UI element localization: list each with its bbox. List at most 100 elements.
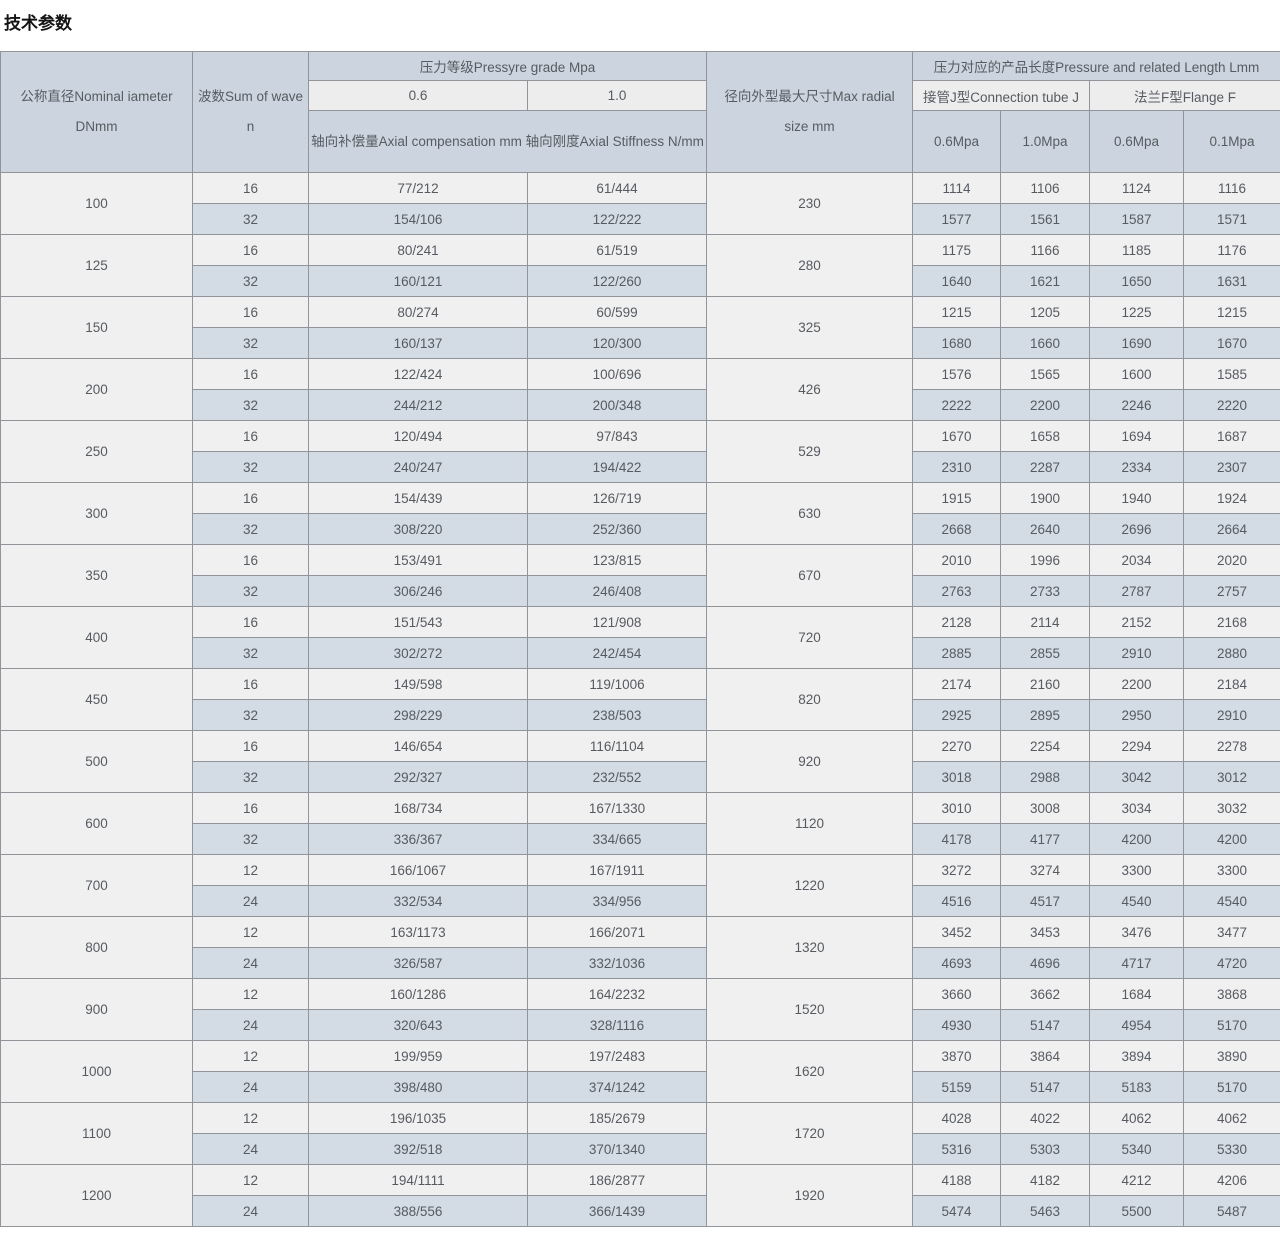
- value-cell: 160/1286: [308, 978, 528, 1010]
- value-cell: 302/272: [308, 637, 528, 669]
- value-cell: 3453: [1000, 916, 1090, 948]
- value-cell: 366/1439: [527, 1195, 707, 1227]
- value-cell: 1600: [1089, 358, 1184, 390]
- value-cell: 2034: [1089, 544, 1184, 576]
- value-cell: 146/654: [308, 730, 528, 762]
- value-cell: 2168: [1183, 606, 1280, 638]
- table-row: 24 388/556 366/1439 5474 5463 5500 5487: [1, 1195, 1280, 1227]
- wave-cell: 16: [192, 544, 309, 576]
- value-cell: 186/2877: [527, 1164, 707, 1196]
- table-row: 900 12 160/1286 164/2232 1520 3660 3662 1684 386…: [0, 978, 1280, 1041]
- value-cell: 374/1242: [527, 1071, 707, 1103]
- wave-cell: 16: [192, 606, 309, 638]
- wave-cell: 32: [192, 451, 309, 483]
- dn-cell: 250: [0, 420, 193, 483]
- value-cell: 4200: [1089, 823, 1184, 855]
- value-cell: 3008: [1000, 792, 1090, 824]
- table-row: 250 16 120/494 97/843 529 1670 1658 1694 1687: [0, 420, 1280, 483]
- value-cell: 200/348: [527, 389, 707, 421]
- radial-cell: 920: [706, 730, 913, 793]
- value-cell: 1650: [1089, 265, 1184, 297]
- wave-cell: 32: [192, 575, 309, 607]
- wave-cell: 16: [192, 482, 309, 514]
- dn-cell: 1000: [0, 1040, 193, 1103]
- value-cell: 100/696: [527, 358, 707, 390]
- value-cell: 1124: [1089, 172, 1184, 204]
- table-row: 24 332/534 334/956 4516 4517 4540 4540: [1, 885, 1280, 917]
- wave-cell: 24: [192, 1071, 309, 1103]
- value-cell: 2988: [1000, 761, 1090, 793]
- dn-cell: 700: [0, 854, 193, 917]
- table-row: 100 16 77/212 61/444 230 1114 1106 1124 1116: [0, 172, 1280, 235]
- value-cell: 332/534: [308, 885, 528, 917]
- value-cell: 1687: [1183, 420, 1280, 452]
- value-cell: 1900: [1000, 482, 1090, 514]
- dn-cell: 450: [0, 668, 193, 731]
- value-cell: 5316: [912, 1133, 1001, 1165]
- value-cell: 3868: [1183, 978, 1280, 1010]
- dn-cell: 150: [0, 296, 193, 359]
- radial-cell: 325: [706, 296, 913, 359]
- value-cell: 320/643: [308, 1009, 528, 1041]
- value-cell: 3452: [912, 916, 1001, 948]
- value-cell: 122/424: [308, 358, 528, 390]
- value-cell: 167/1911: [527, 854, 707, 886]
- table-row: 24 326/587 332/1036 4693 4696 4717 4720: [1, 947, 1280, 979]
- value-cell: 80/274: [308, 296, 528, 328]
- value-cell: 4954: [1089, 1009, 1184, 1041]
- header-pressure-1-0: 1.0: [527, 80, 707, 111]
- value-cell: 166/2071: [527, 916, 707, 948]
- value-cell: 61/444: [527, 172, 707, 204]
- value-cell: 149/598: [308, 668, 528, 700]
- value-cell: 4177: [1000, 823, 1090, 855]
- value-cell: 244/212: [308, 389, 528, 421]
- value-cell: 5487: [1183, 1195, 1280, 1227]
- value-cell: 4022: [1000, 1102, 1090, 1134]
- value-cell: 154/439: [308, 482, 528, 514]
- wave-cell: 32: [192, 513, 309, 545]
- value-cell: 164/2232: [527, 978, 707, 1010]
- value-cell: 2733: [1000, 575, 1090, 607]
- value-cell: 2307: [1183, 451, 1280, 483]
- value-cell: 2220: [1183, 389, 1280, 421]
- table-row: 24 398/480 374/1242 5159 5147 5183 5170: [1, 1071, 1280, 1103]
- value-cell: 370/1340: [527, 1133, 707, 1165]
- value-cell: 4540: [1089, 885, 1184, 917]
- wave-cell: 12: [192, 916, 309, 948]
- value-cell: 1565: [1000, 358, 1090, 390]
- value-cell: 151/543: [308, 606, 528, 638]
- radial-cell: 630: [706, 482, 913, 545]
- value-cell: 3012: [1183, 761, 1280, 793]
- value-cell: 122/222: [527, 203, 707, 235]
- value-cell: 3660: [912, 978, 1001, 1010]
- wave-cell: 12: [192, 854, 309, 886]
- table-row: 200 16 122/424 100/696 426 1576 1565 1600 1585: [0, 358, 1280, 421]
- value-cell: 61/519: [527, 234, 707, 266]
- value-cell: 2310: [912, 451, 1001, 483]
- radial-cell: 1520: [706, 978, 913, 1041]
- wave-cell: 12: [192, 1040, 309, 1072]
- value-cell: 2160: [1000, 668, 1090, 700]
- value-cell: 160/121: [308, 265, 528, 297]
- value-cell: 1225: [1089, 296, 1184, 328]
- value-cell: 1940: [1089, 482, 1184, 514]
- technical-parameters-table: 公称直径Nominal iameter DNmm 波数Sum of wave n…: [0, 51, 1280, 1227]
- table-row: 150 16 80/274 60/599 325 1215 1205 1225 1215: [0, 296, 1280, 359]
- dn-cell: 900: [0, 978, 193, 1041]
- table-row: 32 298/229 238/503 2925 2895 2950 2910: [1, 699, 1280, 731]
- value-cell: 4540: [1183, 885, 1280, 917]
- value-cell: 120/494: [308, 420, 528, 452]
- value-cell: 1205: [1000, 296, 1090, 328]
- value-cell: 5303: [1000, 1133, 1090, 1165]
- value-cell: 3034: [1089, 792, 1184, 824]
- wave-cell: 24: [192, 885, 309, 917]
- value-cell: 1585: [1183, 358, 1280, 390]
- radial-cell: 820: [706, 668, 913, 731]
- value-cell: 306/246: [308, 575, 528, 607]
- value-cell: 3662: [1000, 978, 1090, 1010]
- table-row: 32 244/212 200/348 2222 2200 2246 2220: [1, 389, 1280, 421]
- radial-cell: 1620: [706, 1040, 913, 1103]
- value-cell: 1114: [912, 172, 1001, 204]
- value-cell: 1996: [1000, 544, 1090, 576]
